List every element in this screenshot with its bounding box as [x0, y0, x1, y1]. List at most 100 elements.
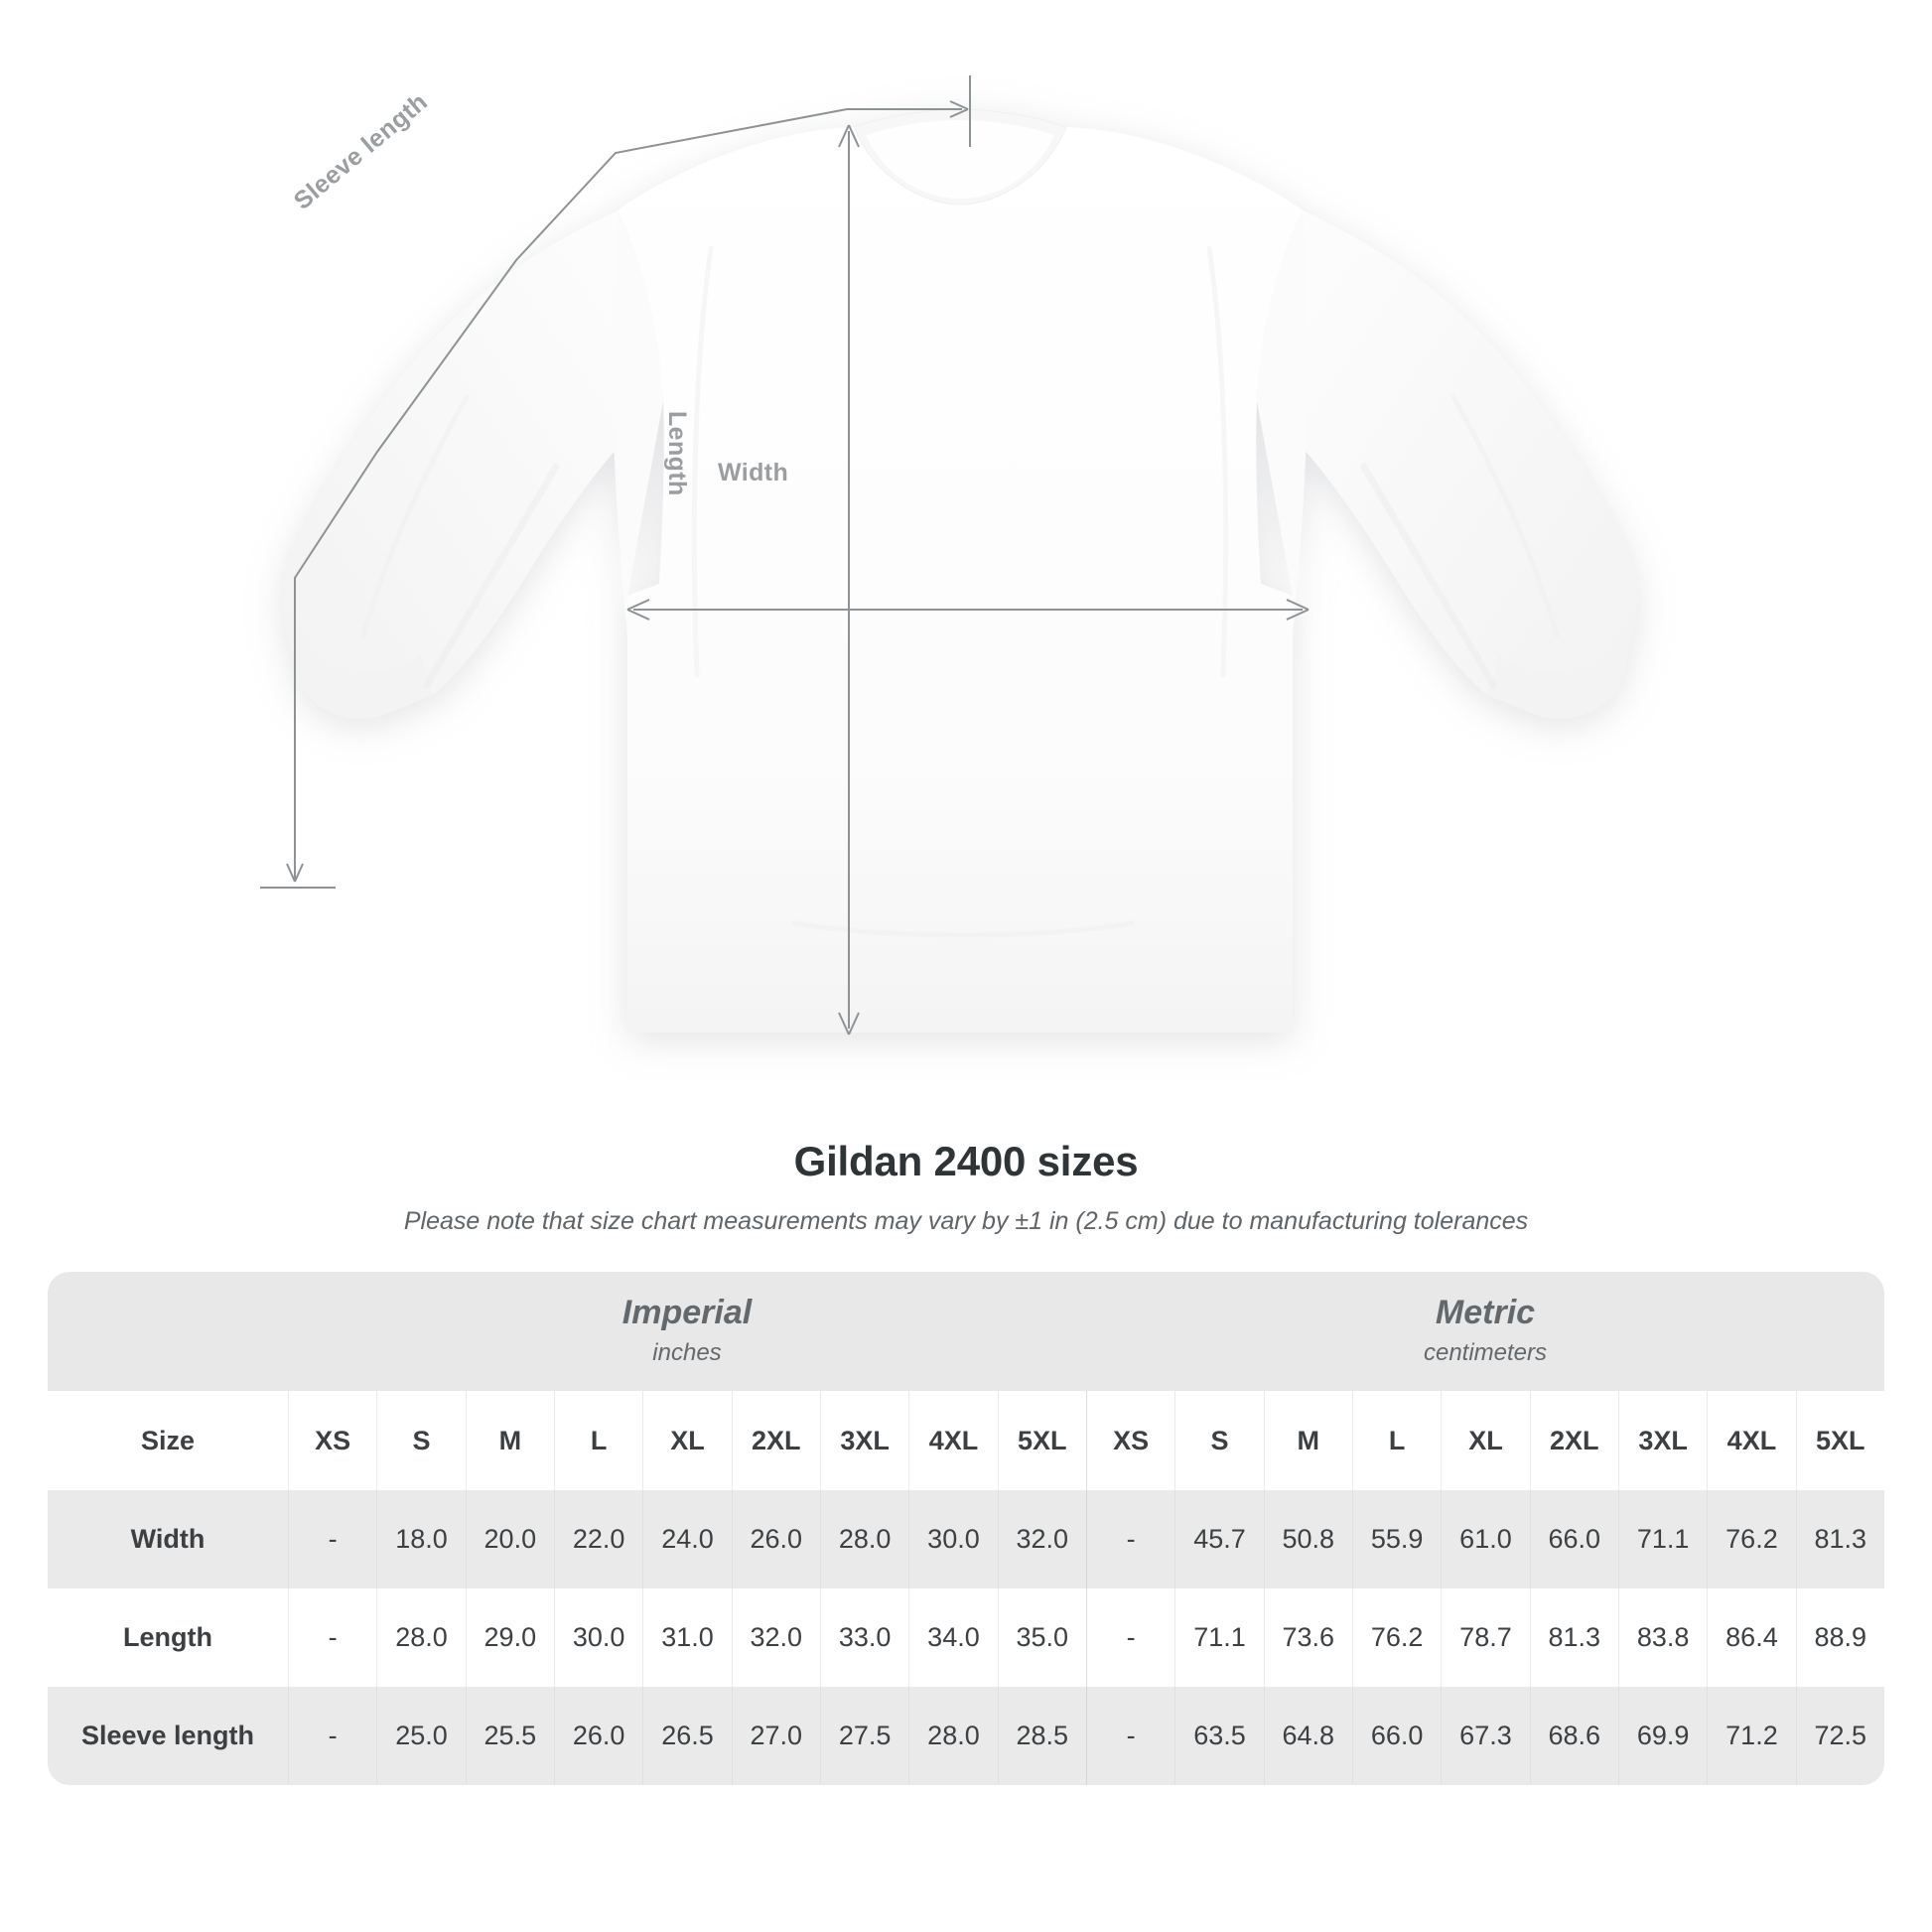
header-size-metric-3xl: 3XL — [1617, 1391, 1707, 1490]
cell-imperial-xl: 26.5 — [642, 1687, 731, 1785]
header-size-metric-s: S — [1174, 1391, 1263, 1490]
cell-metric-s: 63.5 — [1174, 1687, 1263, 1785]
cell-metric-s: 71.1 — [1174, 1588, 1263, 1687]
cell-metric-s: 45.7 — [1174, 1490, 1263, 1588]
tolerance-note: Please note that size chart measurements… — [403, 1207, 1529, 1235]
measurement-lines — [260, 75, 1310, 1035]
shirt-shape — [282, 108, 1638, 1033]
cell-metric-xl: 78.7 — [1441, 1588, 1529, 1687]
cell-metric-m: 64.8 — [1263, 1687, 1352, 1785]
row-label: Length — [123, 1622, 212, 1652]
sleeve-length-line — [294, 108, 962, 882]
cell-imperial-m: 20.0 — [465, 1490, 554, 1588]
cell-imperial-l: 30.0 — [553, 1588, 642, 1687]
cell-metric-3xl: 83.8 — [1617, 1588, 1707, 1687]
cell-imperial-5xl: 35.0 — [997, 1588, 1086, 1687]
garment-illustration — [260, 75, 1638, 1035]
cell-imperial-m: 29.0 — [465, 1588, 554, 1687]
cell-metric-xl: 67.3 — [1441, 1687, 1529, 1785]
cell-imperial-2xl: 26.0 — [731, 1490, 820, 1588]
cell-imperial-xs: - — [288, 1588, 376, 1687]
table-header-row: Size XS S M L XL 2XL 3XL 4XL 5XL XS S M L XL 2XL 3XL 4XL 5… — [48, 1391, 1884, 1490]
cell-metric-5xl: 72.5 — [1795, 1687, 1884, 1785]
size-chart-table: Imperial inches Metric centimeters Size X… — [48, 1272, 1884, 1785]
cell-metric-l: 76.2 — [1351, 1588, 1441, 1687]
unit-metric-sub: centimeters — [1423, 1338, 1548, 1366]
cell-imperial-5xl: 32.0 — [997, 1490, 1086, 1588]
header-size-imperial-m: M — [465, 1391, 554, 1490]
cell-metric-4xl: 76.2 — [1707, 1490, 1795, 1588]
cell-imperial-s: 28.0 — [376, 1588, 465, 1687]
cell-imperial-3xl: 27.5 — [819, 1687, 908, 1785]
cell-imperial-4xl: 34.0 — [908, 1588, 997, 1687]
header-size-imperial-5xl: 5XL — [997, 1391, 1086, 1490]
cell-metric-2xl: 66.0 — [1529, 1490, 1618, 1588]
cell-imperial-4xl: 28.0 — [908, 1687, 997, 1785]
cell-metric-xs: - — [1085, 1687, 1174, 1785]
header-size-imperial-2xl: 2XL — [731, 1391, 820, 1490]
cell-imperial-3xl: 33.0 — [819, 1588, 908, 1687]
cell-metric-m: 50.8 — [1263, 1490, 1352, 1588]
unit-imperial-name: Imperial — [621, 1294, 753, 1332]
cell-metric-xs: - — [1085, 1490, 1174, 1588]
row-label: Sleeve length — [80, 1721, 255, 1750]
cell-imperial-xs: - — [288, 1490, 376, 1588]
cell-imperial-s: 18.0 — [376, 1490, 465, 1588]
header-size-imperial-3xl: 3XL — [819, 1391, 908, 1490]
length-arrow-up — [838, 124, 860, 148]
width-arrow-left — [626, 599, 650, 621]
cell-metric-l: 55.9 — [1351, 1490, 1441, 1588]
width-arrow-right — [1286, 599, 1310, 621]
length-label: Length — [663, 411, 691, 496]
header-size-imperial-xl: XL — [642, 1391, 731, 1490]
cell-imperial-m: 25.5 — [465, 1687, 554, 1785]
cell-metric-m: 73.6 — [1263, 1588, 1352, 1687]
table-row: Width -18.0 20.0 22.0 24.0 26.0 28.0 30.0 32.0-4… — [48, 1490, 1884, 1588]
header-size-metric-l: L — [1351, 1391, 1441, 1490]
header-size-imperial-l: L — [553, 1391, 642, 1490]
unit-band-row: Imperial inches Metric centimeters — [48, 1272, 1884, 1391]
header-size-label: Size — [140, 1425, 196, 1455]
unit-metric-name: Metric — [1435, 1294, 1536, 1332]
cell-metric-4xl: 71.2 — [1707, 1687, 1795, 1785]
header-size-imperial-4xl: 4XL — [908, 1391, 997, 1490]
cell-imperial-xl: 24.0 — [642, 1490, 731, 1588]
cell-metric-2xl: 68.6 — [1529, 1687, 1618, 1785]
cell-metric-2xl: 81.3 — [1529, 1588, 1618, 1687]
page-title: Gildan 2400 sizes — [793, 1138, 1139, 1184]
row-label: Width — [130, 1524, 206, 1554]
cell-imperial-l: 26.0 — [553, 1687, 642, 1785]
cell-imperial-xl: 31.0 — [642, 1588, 731, 1687]
header-size-metric-5xl: 5XL — [1795, 1391, 1884, 1490]
cell-imperial-xs: - — [288, 1687, 376, 1785]
unit-imperial-sub: inches — [652, 1338, 722, 1366]
cell-imperial-l: 22.0 — [553, 1490, 642, 1588]
cell-metric-5xl: 88.9 — [1795, 1588, 1884, 1687]
cell-imperial-5xl: 28.5 — [997, 1687, 1086, 1785]
header-size-metric-2xl: 2XL — [1529, 1391, 1618, 1490]
table-row: Sleeve length -25.0 25.5 26.0 26.5 27.0 27.5 28… — [48, 1687, 1884, 1785]
cell-metric-3xl: 71.1 — [1617, 1490, 1707, 1588]
cell-metric-l: 66.0 — [1351, 1687, 1441, 1785]
header-size-metric-xs: XS — [1085, 1391, 1174, 1490]
header-size-imperial-xs: XS — [288, 1391, 376, 1490]
garment-diagram: Sleeve length Length Width — [260, 75, 1638, 1035]
cell-metric-4xl: 86.4 — [1707, 1588, 1795, 1687]
cell-imperial-2xl: 32.0 — [731, 1588, 820, 1687]
header-size-metric-m: M — [1263, 1391, 1352, 1490]
cell-imperial-4xl: 30.0 — [908, 1490, 997, 1588]
table-row: Length -28.0 29.0 30.0 31.0 32.0 33.0 34.0 35.0-… — [48, 1588, 1884, 1687]
header-size-metric-xl: XL — [1441, 1391, 1529, 1490]
cell-imperial-2xl: 27.0 — [731, 1687, 820, 1785]
unit-band-corner — [48, 1272, 288, 1391]
cell-metric-xs: - — [1085, 1588, 1174, 1687]
cell-metric-3xl: 69.9 — [1617, 1687, 1707, 1785]
length-arrow-down — [838, 1012, 860, 1035]
header-size-metric-4xl: 4XL — [1707, 1391, 1795, 1490]
cell-imperial-s: 25.0 — [376, 1687, 465, 1785]
width-label: Width — [718, 459, 789, 486]
sleeve-arrow-right — [949, 100, 969, 118]
header-size-imperial-s: S — [376, 1391, 465, 1490]
unit-imperial: Imperial inches — [288, 1272, 1086, 1391]
unit-metric: Metric centimeters — [1086, 1272, 1884, 1391]
